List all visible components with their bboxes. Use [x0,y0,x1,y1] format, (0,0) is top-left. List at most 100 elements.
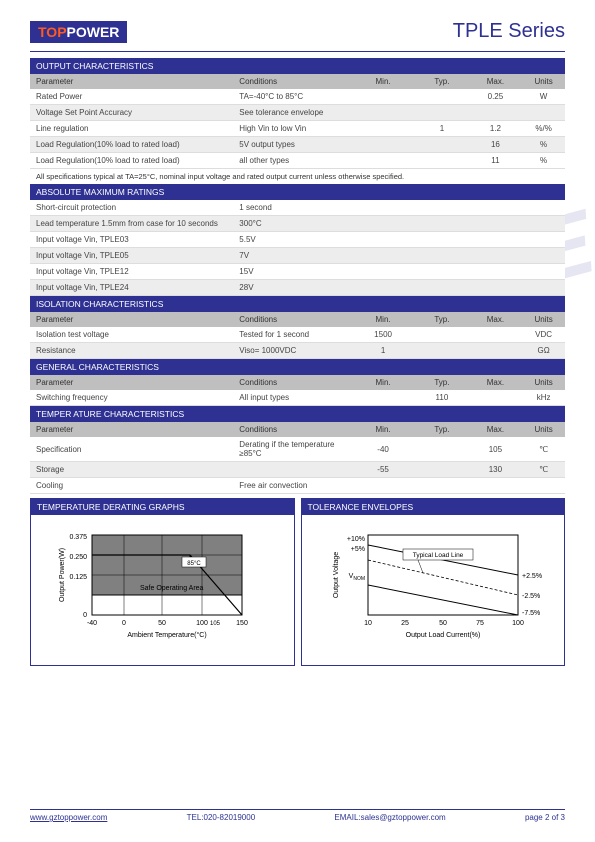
col: Parameter [30,375,233,390]
svg-text:VNOM: VNOM [348,573,364,582]
cell [351,137,415,153]
col-max: Max. [469,74,523,89]
section-absmax-title: ABSOLUTE MAXIMUM RATINGS [30,184,565,200]
cell [469,343,523,359]
cell: See tolerance envelope [233,105,351,121]
section-general-title: GENERAL CHARACTERISTICS [30,359,565,375]
svg-text:+10%: +10% [347,536,365,543]
cell [415,462,469,478]
col: Units [522,312,565,327]
col: Min. [351,375,415,390]
cell [469,390,523,406]
cell: Input voltage Vin, TPLE03 [30,232,233,248]
cell [351,105,415,121]
svg-text:+2.5%: +2.5% [522,573,542,580]
cell: Storage [30,462,233,478]
cell: 300°C [233,216,351,232]
cell: Viso= 1000VDC [233,343,351,359]
cell: 1.2 [469,121,523,137]
table-row: Storage-55130℃ [30,462,565,478]
cell: 16 [469,137,523,153]
section-temp-title: TEMPER ATURE CHARACTERISTICS [30,406,565,422]
svg-text:Output Power(W): Output Power(W) [59,548,66,602]
cell [469,327,523,343]
output-note: All specifications typical at TA=25°C, n… [30,169,565,184]
table-row: Input voltage Vin, TPLE035.5V [30,232,565,248]
page-footer: www.gztoppower.com TEL:020-82019000 EMAI… [30,809,565,822]
logo-pre: TOP [38,24,67,40]
table-row: Input voltage Vin, TPLE1215V [30,264,565,280]
footer-page: page 2 of 3 [525,813,565,822]
cell: 130 [469,462,523,478]
cell: TA=-40°C to 85°C [233,89,351,105]
svg-text:-40: -40 [87,620,97,627]
table-row: Line regulationHigh Vin to low Vin11.2%/… [30,121,565,137]
svg-text:100: 100 [196,620,208,627]
cell: Specification [30,437,233,462]
cell: All input types [233,390,351,406]
cell: Input voltage Vin, TPLE05 [30,248,233,264]
cell: Load Regulation(10% load to rated load) [30,153,233,169]
col-param: Parameter [30,74,233,89]
footer-tel: TEL:020-82019000 [187,813,256,822]
svg-text:75: 75 [476,620,484,627]
cell: Input voltage Vin, TPLE12 [30,264,233,280]
cell [351,121,415,137]
col: Typ. [415,422,469,437]
cell [233,462,351,478]
cell [351,390,415,406]
cell [415,437,469,462]
cell: -40 [351,437,415,462]
cell: Rated Power [30,89,233,105]
svg-text:100: 100 [512,620,524,627]
footer-url[interactable]: www.gztoppower.com [30,813,107,822]
col: Units [522,422,565,437]
col: Min. [351,422,415,437]
cell: Line regulation [30,121,233,137]
col: Parameter [30,422,233,437]
table-row: SpecificationDerating if the temperature… [30,437,565,462]
cell: -55 [351,462,415,478]
svg-text:25: 25 [401,620,409,627]
cell: 0.25 [469,89,523,105]
cell: 5V output types [233,137,351,153]
svg-text:-7.5%: -7.5% [522,610,540,617]
svg-text:0: 0 [122,620,126,627]
cell: % [522,137,565,153]
svg-text:10: 10 [364,620,372,627]
col: Max. [469,422,523,437]
cell [469,478,523,494]
col: Conditions [233,422,351,437]
cell: High Vin to low Vin [233,121,351,137]
table-row: Voltage Set Point AccuracySee tolerance … [30,105,565,121]
cell: Lead temperature 1.5mm from case for 10 … [30,216,233,232]
cell: 105 [469,437,523,462]
cell [415,137,469,153]
col: Min. [351,312,415,327]
svg-text:Ambient Temperature(°C): Ambient Temperature(°C) [128,631,207,639]
cell: 1 [415,121,469,137]
svg-text:Output Voltage: Output Voltage [333,552,340,598]
cell [469,105,523,121]
cell [415,343,469,359]
svg-text:105: 105 [210,621,221,627]
col: Conditions [233,312,351,327]
table-row: ResistanceViso= 1000VDC1GΩ [30,343,565,359]
table-row: Input voltage Vin, TPLE057V [30,248,565,264]
svg-text:85°C: 85°C [188,561,202,567]
cell: 28V [233,280,351,296]
table-row: Switching frequencyAll input types110kHz [30,390,565,406]
cell: Tested for 1 second [233,327,351,343]
svg-text:0.375: 0.375 [70,534,88,541]
cell: Derating if the temperature ≥85°C [233,437,351,462]
col-cond: Conditions [233,74,351,89]
table-row: Input voltage Vin, TPLE2428V [30,280,565,296]
cell: Cooling [30,478,233,494]
cell [351,89,415,105]
col-unit: Units [522,74,565,89]
svg-text:0.250: 0.250 [70,554,88,561]
col: Max. [469,312,523,327]
section-isolation-title: ISOLATION CHARACTERISTICS [30,296,565,312]
footer-email: EMAIL:sales@gztoppower.com [334,813,445,822]
cell: 15V [233,264,351,280]
